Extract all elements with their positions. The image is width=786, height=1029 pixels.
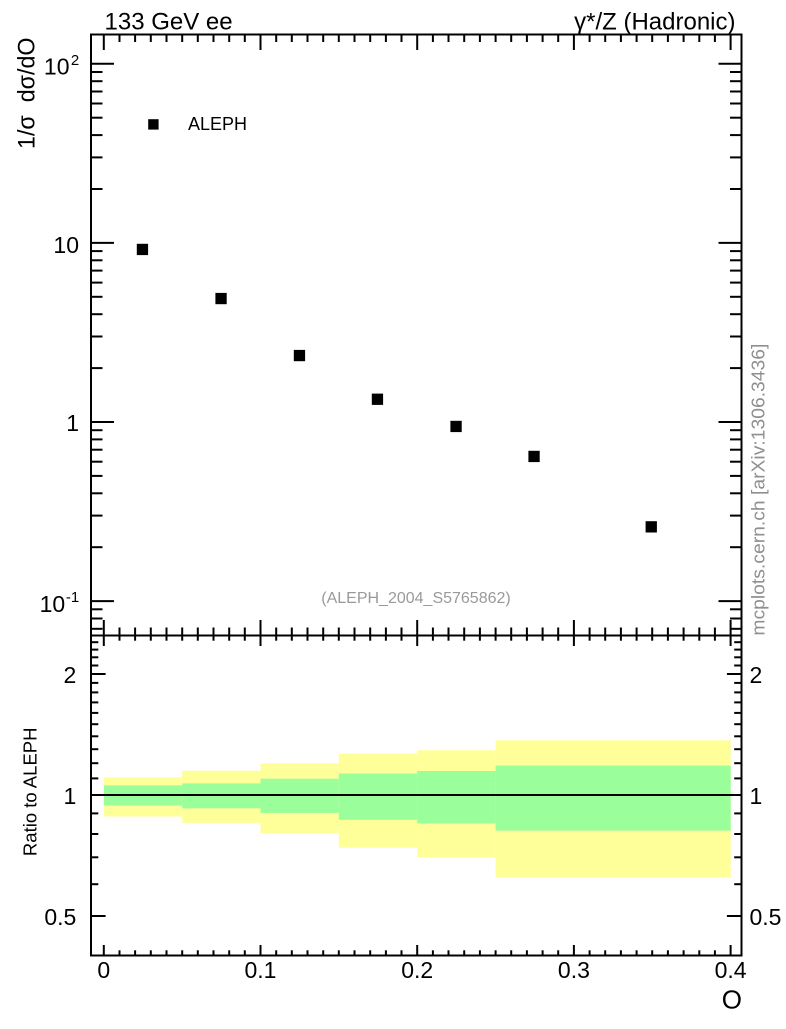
svg-text:0: 0 bbox=[97, 957, 110, 983]
svg-text:133 GeV ee: 133 GeV ee bbox=[105, 9, 233, 36]
svg-text:2: 2 bbox=[64, 662, 77, 688]
svg-text:0.1: 0.1 bbox=[245, 957, 277, 983]
svg-text:γ*/Z (Hadronic): γ*/Z (Hadronic) bbox=[574, 9, 735, 36]
svg-text:ALEPH: ALEPH bbox=[188, 114, 247, 134]
svg-text:1: 1 bbox=[750, 783, 763, 809]
svg-text:0.3: 0.3 bbox=[558, 957, 590, 983]
svg-text:1: 1 bbox=[64, 783, 77, 809]
svg-text:10: 10 bbox=[44, 54, 70, 80]
svg-text:10: 10 bbox=[53, 232, 79, 258]
svg-text:-1: -1 bbox=[66, 589, 79, 606]
svg-text:(ALEPH_2004_S5765862): (ALEPH_2004_S5765862) bbox=[321, 590, 510, 607]
svg-text:0.5: 0.5 bbox=[44, 904, 76, 930]
svg-text:1/σ dσ/dO: 1/σ dσ/dO bbox=[14, 38, 41, 150]
svg-text:O: O bbox=[722, 985, 742, 1015]
svg-text:2: 2 bbox=[750, 662, 763, 688]
svg-text:2: 2 bbox=[71, 52, 79, 69]
svg-text:1: 1 bbox=[66, 410, 79, 436]
svg-text:0.5: 0.5 bbox=[750, 904, 782, 930]
svg-text:0.2: 0.2 bbox=[401, 957, 433, 983]
svg-text:mcplots.cern.ch [arXiv:1306.34: mcplots.cern.ch [arXiv:1306.3436] bbox=[749, 344, 769, 636]
svg-text:Ratio to ALEPH: Ratio to ALEPH bbox=[20, 728, 41, 857]
svg-text:0.4: 0.4 bbox=[715, 957, 747, 983]
svg-text:10: 10 bbox=[40, 591, 66, 617]
